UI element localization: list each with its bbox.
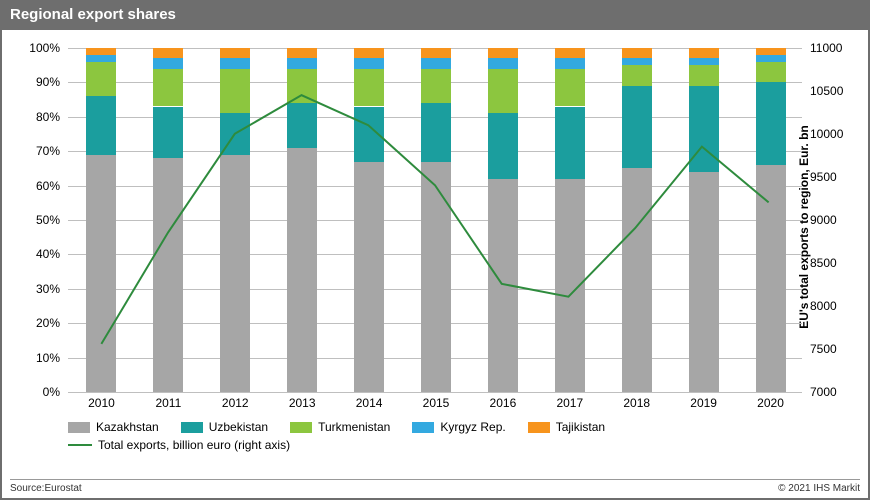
legend-item: Total exports, billion euro (right axis) xyxy=(68,438,290,452)
y-axis-left: 0%10%20%30%40%50%60%70%80%90%100% xyxy=(2,48,64,392)
y-left-tick: 90% xyxy=(2,75,60,89)
y-right-tick: 10000 xyxy=(810,127,868,141)
chart-title: Regional export shares xyxy=(10,6,176,23)
legend-label: Total exports, billion euro (right axis) xyxy=(98,438,290,452)
source-text: Source:Eurostat xyxy=(10,483,82,494)
legend-swatch xyxy=(68,422,90,433)
x-axis-label: 2018 xyxy=(623,396,650,410)
y-right-tick: 11000 xyxy=(810,41,868,55)
y-right-tick: 8000 xyxy=(810,299,868,313)
footer: Source:Eurostat © 2021 IHS Markit xyxy=(10,479,860,494)
y-axis-right: 700075008000850090009500100001050011000 xyxy=(806,48,868,392)
y-right-tick: 8500 xyxy=(810,256,868,270)
legend-label: Tajikistan xyxy=(556,420,605,434)
legend-item: Turkmenistan xyxy=(290,420,390,434)
trend-line xyxy=(101,95,768,344)
title-bar: Regional export shares xyxy=(0,0,870,30)
legend-label: Kyrgyz Rep. xyxy=(440,420,505,434)
legend-label: Kazakhstan xyxy=(96,420,159,434)
y-right-tick: 10500 xyxy=(810,84,868,98)
legend-item: Uzbekistan xyxy=(181,420,268,434)
legend: Kazakhstan Uzbekistan Turkmenistan Kyrgyz R… xyxy=(68,420,848,452)
y-left-tick: 20% xyxy=(2,316,60,330)
y-right-tick: 9000 xyxy=(810,213,868,227)
y-right-tick: 7500 xyxy=(810,342,868,356)
copyright-text: © 2021 IHS Markit xyxy=(778,483,860,494)
legend-swatch xyxy=(528,422,550,433)
y-left-tick: 0% xyxy=(2,385,60,399)
x-axis-label: 2014 xyxy=(356,396,383,410)
legend-swatch xyxy=(181,422,203,433)
x-axis-label: 2015 xyxy=(423,396,450,410)
plot-area xyxy=(68,48,802,392)
legend-line-swatch xyxy=(68,444,92,446)
legend-item: Tajikistan xyxy=(528,420,605,434)
y-left-tick: 80% xyxy=(2,110,60,124)
legend-swatch xyxy=(290,422,312,433)
y-left-tick: 50% xyxy=(2,213,60,227)
y-left-tick: 70% xyxy=(2,144,60,158)
x-axis-label: 2013 xyxy=(289,396,316,410)
x-axis-label: 2010 xyxy=(88,396,115,410)
y-left-tick: 30% xyxy=(2,282,60,296)
chart-area: 0% 10% 20% 30% 40% 50% 60% 70% 80% 90% 100% 7000 75… xyxy=(0,30,870,500)
gridline xyxy=(68,392,802,393)
legend-item: Kazakhstan xyxy=(68,420,159,434)
legend-label: Turkmenistan xyxy=(318,420,390,434)
y-left-tick: 60% xyxy=(2,179,60,193)
x-axis-label: 2019 xyxy=(690,396,717,410)
legend-item: Kyrgyz Rep. xyxy=(412,420,505,434)
line-layer xyxy=(68,48,802,391)
x-axis-label: 2011 xyxy=(155,396,181,410)
x-axis-label: 2020 xyxy=(757,396,784,410)
y-left-tick: 100% xyxy=(2,41,60,55)
legend-swatch xyxy=(412,422,434,433)
y-left-tick: 10% xyxy=(2,351,60,365)
chart-container: Regional export shares 0% 10% 20% 30% 40% 50%… xyxy=(0,0,870,500)
y-right-tick: 9500 xyxy=(810,170,868,184)
x-axis-label: 2016 xyxy=(490,396,517,410)
y-right-tick: 7000 xyxy=(810,385,868,399)
x-axis-label: 2012 xyxy=(222,396,249,410)
x-axis-labels: 2010 2011 2012 2013 2014 2015 2016 2017 2018 2019… xyxy=(68,394,802,414)
x-axis-label: 2017 xyxy=(556,396,583,410)
legend-label: Uzbekistan xyxy=(209,420,268,434)
y-left-tick: 40% xyxy=(2,247,60,261)
